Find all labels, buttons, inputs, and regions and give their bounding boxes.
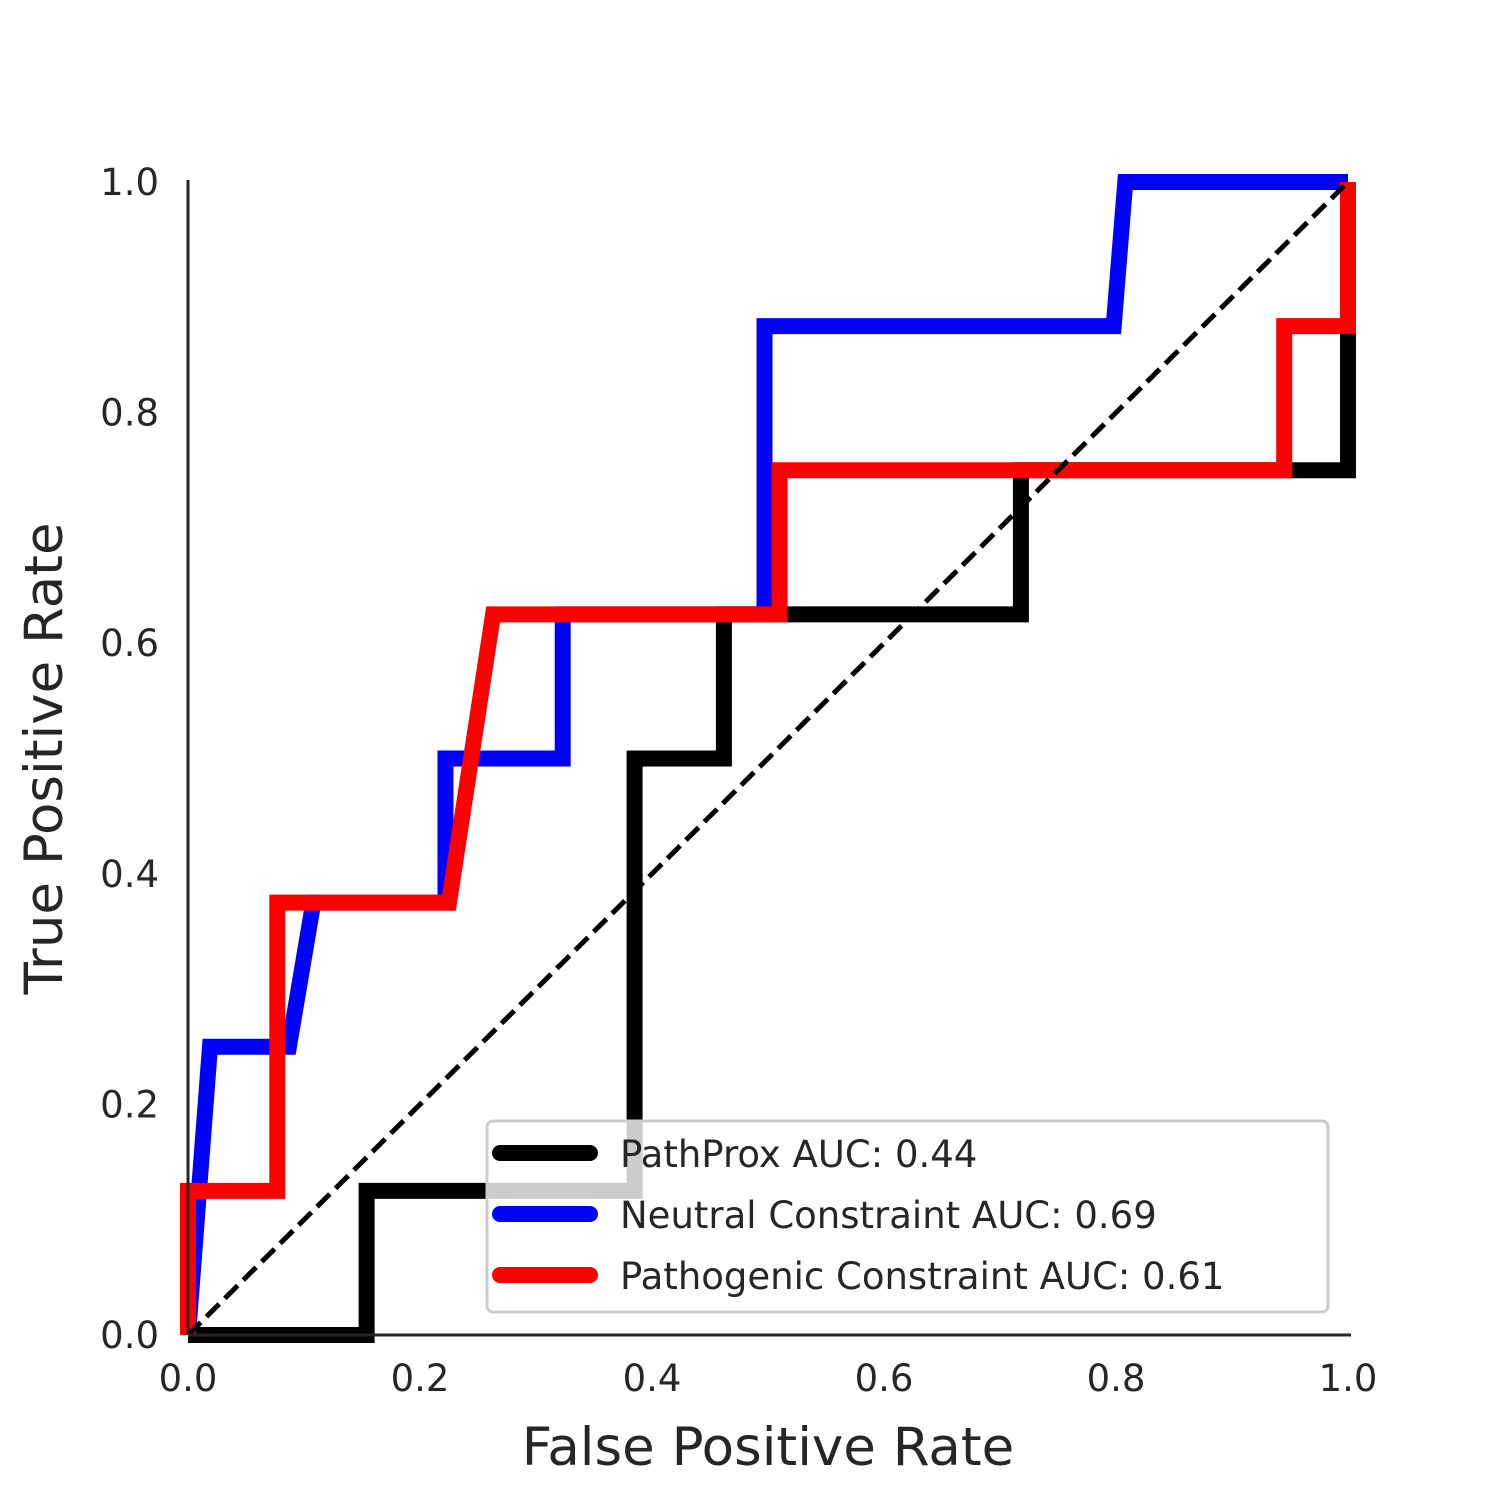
x-tick-label: 0.6 [855,1357,914,1400]
y-tick-label: 0.6 [100,622,159,665]
y-tick-label: 1.0 [100,161,159,204]
y-tick-label: 0.2 [100,1083,159,1126]
legend-label-3: Pathogenic Constraint AUC: 0.61 [620,1255,1224,1298]
legend: PathProx AUC: 0.44 Neutral Constraint AUC… [485,1119,1330,1314]
chance-diagonal-line [186,180,1350,1337]
series-line-3 [180,182,1356,1335]
series-line-2 [180,174,1348,1336]
series-layer [180,174,1356,1343]
y-axis-title: True Positive Rate [14,522,75,995]
legend-label-1: PathProx AUC: 0.44 [620,1133,977,1176]
x-tick-labels: 0.0 0.2 0.4 0.6 0.8 1.0 [159,1357,1378,1400]
x-tick-label: 0.0 [159,1357,218,1400]
x-axis-title: False Positive Rate [522,1417,1015,1478]
y-tick-label: 0.0 [100,1314,159,1357]
y-tick-labels: 0.0 0.2 0.4 0.6 0.8 1.0 [100,161,159,1357]
x-tick-label: 0.2 [391,1357,450,1400]
x-tick-label: 0.8 [1087,1357,1146,1400]
series-line-1 [188,182,1356,1343]
x-tick-label: 1.0 [1319,1357,1378,1400]
y-tick-label: 0.8 [100,392,159,435]
x-tick-label: 0.4 [623,1357,682,1400]
y-tick-label: 0.4 [100,853,159,896]
legend-label-2: Neutral Constraint AUC: 0.69 [620,1194,1157,1237]
legend-frame [485,1119,1330,1314]
